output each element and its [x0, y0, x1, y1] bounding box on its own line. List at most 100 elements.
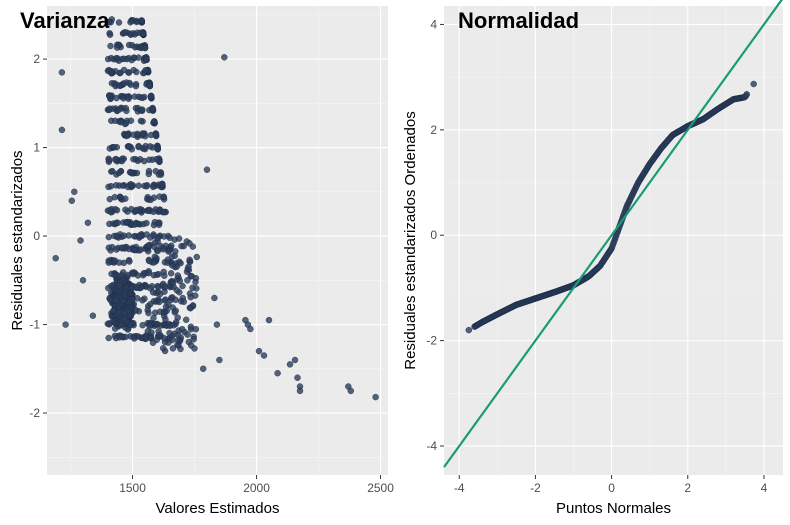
- data-point: [118, 322, 125, 329]
- data-point: [105, 259, 112, 266]
- data-point: [166, 329, 173, 337]
- data-point: [151, 253, 159, 260]
- data-point: [138, 17, 145, 24]
- outlier-point: [84, 219, 92, 227]
- data-point: [116, 82, 124, 90]
- y-tick-label: -1: [29, 318, 40, 332]
- data-point: [105, 284, 112, 292]
- outlier-point: [52, 255, 59, 262]
- outlier-point: [79, 277, 87, 284]
- outlier-point: [211, 294, 218, 302]
- data-point: [190, 336, 197, 343]
- x-tick-label: 2: [684, 481, 691, 495]
- data-point: [123, 132, 131, 140]
- data-point: [120, 66, 128, 74]
- data-point: [160, 208, 168, 216]
- data-point: [192, 278, 199, 286]
- outlier-point: [260, 352, 268, 359]
- data-point: [142, 67, 149, 74]
- outlier-point: [58, 69, 66, 76]
- data-point: [147, 234, 154, 241]
- data-point: [112, 182, 120, 189]
- data-point: [169, 345, 177, 352]
- qq-point: [750, 80, 757, 88]
- data-point: [133, 68, 140, 76]
- points-layer: [52, 16, 379, 401]
- data-point: [106, 207, 113, 214]
- data-point: [152, 130, 160, 137]
- data-point: [193, 253, 201, 261]
- data-point: [139, 94, 146, 102]
- y-tick-label: 0: [33, 229, 40, 243]
- data-point: [145, 309, 152, 317]
- data-point: [169, 280, 177, 287]
- data-point: [172, 296, 179, 303]
- data-point: [155, 284, 162, 291]
- outlier-point: [274, 370, 281, 377]
- y-tick-label: 2: [430, 123, 437, 137]
- data-point: [126, 79, 133, 87]
- data-point: [106, 321, 113, 328]
- outlier-point: [77, 237, 84, 244]
- data-point: [132, 206, 140, 214]
- data-point: [129, 270, 137, 278]
- y-tick-label: -2: [426, 334, 437, 348]
- data-point: [105, 233, 113, 241]
- data-point: [160, 193, 168, 200]
- data-point: [143, 219, 150, 227]
- data-point: [111, 257, 119, 264]
- data-point: [186, 240, 193, 247]
- data-point: [113, 44, 121, 51]
- data-point: [167, 270, 175, 277]
- data-point: [116, 282, 123, 289]
- data-point: [180, 298, 188, 305]
- data-point: [162, 303, 170, 310]
- data-point: [187, 294, 194, 301]
- data-point: [145, 257, 153, 265]
- data-point: [130, 155, 137, 163]
- data-point: [105, 156, 113, 164]
- data-point: [148, 329, 155, 336]
- data-point: [146, 82, 154, 90]
- data-point: [117, 118, 124, 126]
- data-point: [149, 183, 157, 191]
- data-point: [161, 288, 168, 295]
- data-point: [178, 326, 186, 333]
- data-point: [105, 19, 112, 26]
- data-point: [184, 277, 191, 284]
- data-point: [107, 42, 114, 50]
- data-point: [158, 181, 166, 188]
- data-point: [131, 221, 139, 228]
- data-point: [192, 326, 200, 333]
- data-point: [172, 318, 180, 326]
- data-point: [113, 232, 120, 240]
- outlier-point: [291, 356, 299, 364]
- data-point: [177, 345, 184, 353]
- qq-point: [743, 91, 750, 98]
- outlier-point: [347, 387, 354, 395]
- outlier-point: [199, 365, 207, 372]
- data-point: [161, 338, 169, 346]
- x-tick-label: 4: [761, 481, 768, 495]
- data-point: [176, 277, 184, 285]
- data-point: [123, 218, 130, 226]
- data-point: [147, 92, 155, 100]
- data-point: [184, 265, 192, 272]
- data-point: [182, 316, 190, 323]
- x-tick-label: -2: [530, 481, 541, 495]
- data-point: [127, 181, 135, 188]
- outlier-point: [296, 387, 304, 395]
- data-point: [125, 69, 133, 76]
- data-point: [110, 143, 118, 151]
- data-point: [127, 168, 134, 176]
- data-point: [137, 117, 145, 125]
- y-axis-title: Residuales estandarizados Ordenados: [402, 111, 419, 370]
- data-point: [154, 234, 162, 242]
- data-point: [128, 296, 136, 303]
- data-point: [113, 246, 120, 253]
- data-point: [139, 106, 146, 113]
- outlier-point: [294, 374, 301, 381]
- panel-normalidad: -4 -2 0 2 4 -4 -2 0 2 4 Puntos Normales Residuales …: [402, 0, 783, 517]
- data-point: [111, 325, 119, 332]
